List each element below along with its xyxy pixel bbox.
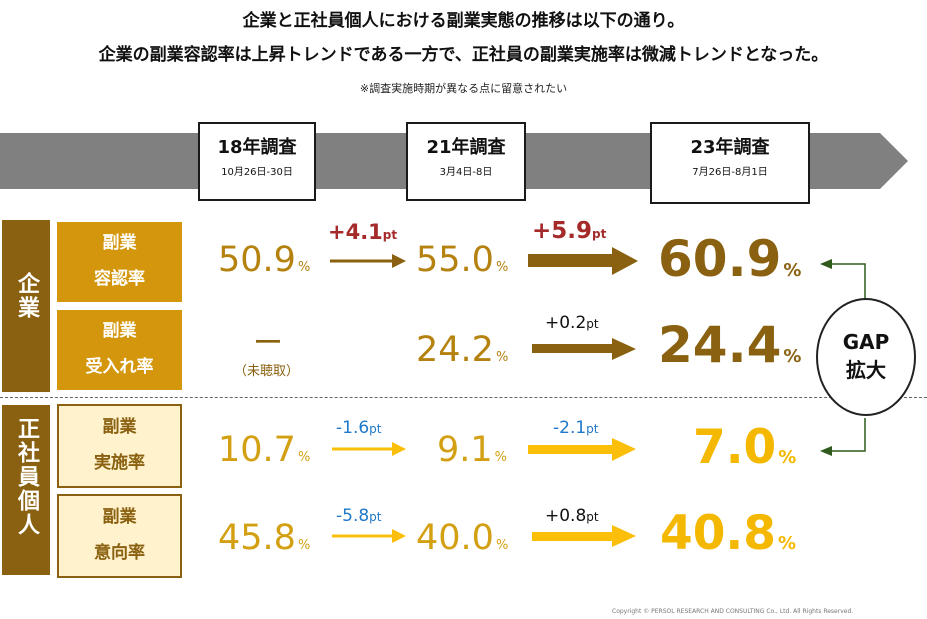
row-label-acceptance: 副業 容認率 bbox=[57, 222, 182, 302]
gap-line-2: 拡大 bbox=[846, 358, 886, 382]
delta-acceptance-18-21: +4.1pt bbox=[328, 220, 398, 244]
value-acceptance-18: 50.9% bbox=[218, 240, 311, 280]
group-company-label: 企業 bbox=[14, 272, 39, 320]
delta-intention-21-23: +0.8pt bbox=[545, 506, 599, 526]
value-intention-21: 40.0% bbox=[416, 518, 509, 558]
group-employee: 正社員個人 bbox=[2, 405, 50, 575]
gap-connector-bottom bbox=[820, 418, 866, 456]
arrow-intention-21-23 bbox=[532, 525, 636, 547]
value-hiring-18-note: （未聴取） bbox=[234, 364, 300, 379]
value-acceptance-21: 55.0% bbox=[416, 240, 509, 280]
survey-dates-18: 10月26日-30日 bbox=[221, 167, 293, 178]
delta-practice-21-23: -2.1pt bbox=[553, 418, 599, 438]
delta-hiring-21-23: +0.2pt bbox=[545, 313, 599, 333]
headline-1: 企業と正社員個人における副業実態の推移は以下の通り。 bbox=[242, 11, 685, 31]
headline-2: 企業の副業容認率は上昇トレンドである一方で、正社員の副業実施率は微減トレンドとな… bbox=[98, 45, 829, 65]
value-intention-23: 40.8% bbox=[660, 506, 797, 561]
survey-dates-23: 7月26日-8月1日 bbox=[692, 167, 768, 178]
survey-box-23: 23年調査 7月26日-8月1日 bbox=[650, 122, 810, 204]
survey-note: ※調査実施時期が異なる点に留意されたい bbox=[359, 82, 568, 95]
survey-box-21: 21年調査 3月4日-8日 bbox=[406, 122, 526, 201]
value-acceptance-23: 60.9% bbox=[658, 230, 802, 288]
group-company: 企業 bbox=[2, 220, 50, 392]
gap-line-1: GAP bbox=[842, 330, 890, 354]
row-label-hiring: 副業 受入れ率 bbox=[57, 310, 182, 390]
arrow-acceptance-21-23 bbox=[528, 247, 638, 275]
group-divider bbox=[0, 397, 927, 398]
gap-circle: GAP 拡大 bbox=[816, 298, 916, 416]
copyright: Copyright © PERSOL RESEARCH AND CONSULTI… bbox=[612, 608, 854, 615]
survey-title-23: 23年調査 bbox=[690, 137, 770, 158]
row-label-practice: 副業 実施率 bbox=[57, 404, 182, 488]
survey-dates-21: 3月4日-8日 bbox=[439, 167, 493, 178]
delta-intention-18-21: -5.8pt bbox=[336, 506, 382, 526]
value-practice-23: 7.0% bbox=[693, 420, 797, 475]
arrow-practice-21-23 bbox=[528, 438, 636, 461]
value-practice-18: 10.7% bbox=[218, 430, 311, 470]
value-hiring-23: 24.4% bbox=[658, 316, 802, 374]
arrow-intention-18-21 bbox=[332, 529, 406, 543]
arrow-acceptance-18-21 bbox=[330, 254, 406, 268]
delta-practice-18-21: -1.6pt bbox=[336, 418, 382, 438]
value-intention-18: 45.8% bbox=[218, 518, 311, 558]
row-label-intention: 副業 意向率 bbox=[57, 494, 182, 578]
arrow-practice-18-21 bbox=[332, 442, 406, 456]
delta-acceptance-21-23: +5.9pt bbox=[532, 218, 607, 244]
survey-title-18: 18年調査 bbox=[217, 137, 297, 158]
value-hiring-21: 24.2% bbox=[416, 330, 509, 370]
group-employee-label: 正社員個人 bbox=[14, 417, 39, 537]
value-hiring-18: ー bbox=[253, 326, 283, 361]
arrow-hiring-21-23 bbox=[532, 338, 636, 360]
survey-title-21: 21年調査 bbox=[426, 137, 506, 158]
gap-connector-top bbox=[820, 259, 866, 300]
value-practice-21: 9.1% bbox=[437, 430, 508, 470]
survey-box-18: 18年調査 10月26日-30日 bbox=[198, 122, 316, 201]
